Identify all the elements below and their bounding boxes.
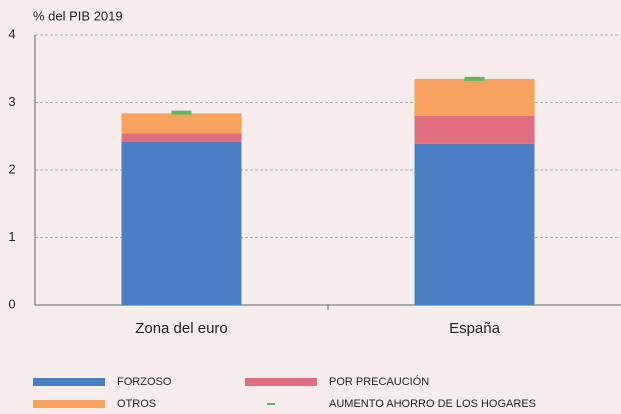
bar-segment — [414, 116, 535, 144]
y-tick-label: 4 — [8, 26, 15, 41]
bar-segment — [121, 113, 242, 134]
bar-segment — [414, 78, 535, 116]
x-tick-label: Zona del euro — [135, 320, 228, 337]
legend-label: OTROS — [117, 398, 156, 410]
y-tick-label: 0 — [8, 296, 15, 311]
legend-swatch — [245, 378, 317, 386]
x-tick-label: España — [449, 320, 501, 337]
legend-swatch — [33, 378, 105, 386]
legend-label: AUMENTO AHORRO DE LOS HOGARES — [329, 398, 536, 410]
y-tick-label: 3 — [8, 94, 15, 109]
bar-segment — [121, 141, 242, 305]
legend-label: POR PRECAUCIÓN — [329, 375, 429, 388]
y-tick-label: 2 — [8, 161, 15, 176]
legend-swatch — [33, 400, 105, 408]
bar-segment — [121, 133, 242, 142]
y-tick-label: 1 — [8, 229, 15, 244]
y-axis-label: % del PIB 2019 — [33, 8, 123, 23]
legend-label: FORZOSO — [117, 376, 172, 388]
bar-segment — [414, 143, 535, 305]
